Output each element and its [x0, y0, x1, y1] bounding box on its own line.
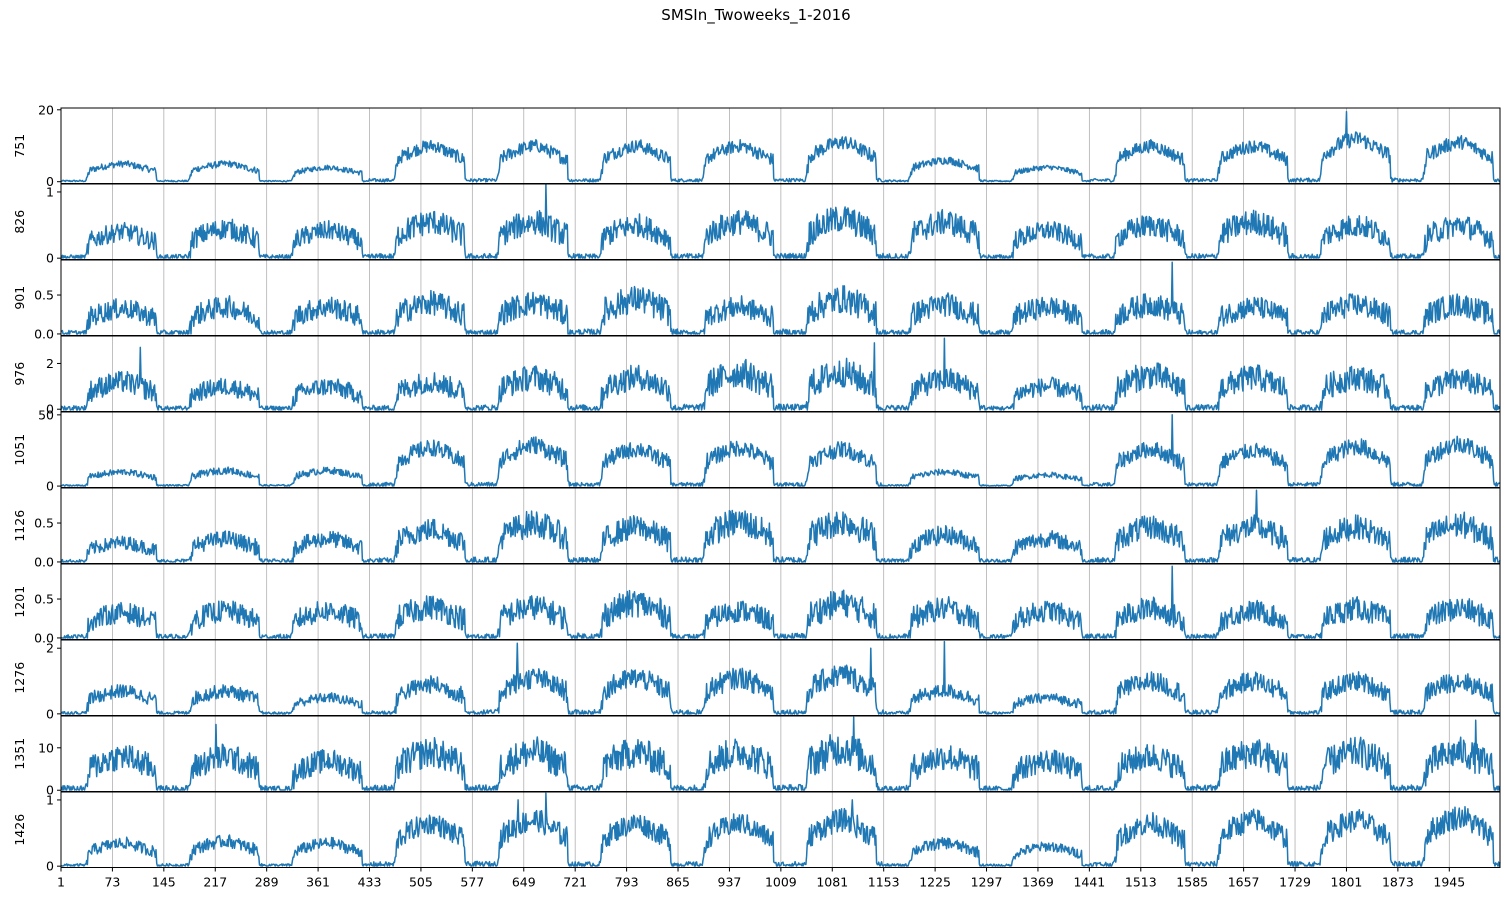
y-tick-label: 2	[46, 356, 54, 371]
series-line-1351	[60, 716, 1501, 791]
panel-1276: 0 2 1276	[12, 639, 1501, 721]
panel-ylabel: 1201	[12, 586, 27, 618]
series-line-1426	[60, 792, 1501, 867]
x-tick-label: 1	[57, 875, 65, 890]
x-tick-label: 1153	[868, 875, 900, 890]
series-line-826	[60, 183, 1501, 259]
y-tick-label: 10	[38, 740, 54, 755]
x-tick-label: 1585	[1176, 875, 1208, 890]
y-tick-label: 0.0	[34, 630, 54, 645]
y-tick-label: 0	[46, 174, 54, 189]
panel-1426: 0 1 1426	[12, 791, 1501, 874]
y-tick-label: 0	[46, 479, 54, 494]
panel-1126: 0.0 0.5 1126	[12, 487, 1501, 569]
x-tick-label: 865	[666, 875, 690, 890]
y-tick-label: 1	[46, 184, 54, 199]
panel-1201: 0.0 0.5 1201	[12, 563, 1501, 645]
x-tick-label: 1873	[1382, 875, 1414, 890]
y-tick-label: 0	[46, 783, 54, 798]
y-tick-label: 0.5	[34, 288, 54, 303]
y-tick-label: 0.5	[34, 592, 54, 607]
panel-976: 0 2 976	[12, 335, 1501, 417]
series-line-1276	[60, 640, 1501, 715]
panel-1351: 0 10 1351	[12, 715, 1501, 798]
x-tick-label: 649	[512, 875, 536, 890]
panel-826: 0 1 826	[12, 183, 1501, 266]
panel-ylabel: 1426	[12, 814, 27, 846]
x-tick-label: 289	[255, 875, 279, 890]
y-tick-label: 1	[46, 792, 54, 807]
x-tick-label: 1081	[816, 875, 848, 890]
panel-ylabel: 751	[12, 134, 27, 158]
x-tick-label: 1297	[971, 875, 1003, 890]
x-tick-label: 217	[203, 875, 227, 890]
x-tick-label: 73	[104, 875, 120, 890]
y-tick-label: 0	[46, 706, 54, 721]
y-tick-label: 20	[38, 102, 54, 117]
y-tick-label: 0	[46, 251, 54, 266]
panel-ylabel: 826	[12, 210, 27, 234]
y-tick-label: 50	[38, 407, 54, 422]
series-line-976	[60, 337, 1501, 411]
chart-title: SMSIn_Twoweeks_1-2016	[661, 6, 851, 24]
y-tick-label: 0	[46, 859, 54, 874]
panel-ylabel: 1126	[12, 510, 27, 542]
x-tick-label: 433	[358, 875, 382, 890]
x-tick-label: 1441	[1073, 875, 1105, 890]
x-tick-label: 1369	[1022, 875, 1054, 890]
x-tick-label: 361	[306, 875, 330, 890]
panel-ylabel: 1276	[12, 662, 27, 694]
x-tick-label: 793	[615, 875, 639, 890]
panel-901: 0.0 0.5 901	[12, 259, 1501, 341]
x-tick-label: 1657	[1228, 875, 1260, 890]
x-tick-label: 1513	[1125, 875, 1157, 890]
panel-ylabel: 1051	[12, 434, 27, 466]
panel-751: 0 20 751	[12, 102, 1501, 189]
x-axis: 1 73 145 217 289 361 433 505 577 649 721 793 865 937 1…	[57, 867, 1465, 890]
x-tick-label: 721	[563, 875, 587, 890]
x-tick-label: 505	[409, 875, 433, 890]
y-tick-label: 2	[46, 641, 54, 656]
x-tick-label: 145	[152, 875, 176, 890]
y-tick-label: 0	[46, 402, 54, 417]
series-line-1201	[60, 565, 1501, 639]
series-line-751	[60, 110, 1501, 183]
x-tick-label: 1801	[1331, 875, 1363, 890]
series-line-901	[60, 261, 1501, 335]
panel-ylabel: 976	[12, 362, 27, 386]
y-tick-label: 0.5	[34, 516, 54, 531]
x-tick-label: 1945	[1433, 875, 1465, 890]
series-line-1051	[60, 414, 1501, 487]
x-tick-label: 577	[460, 875, 484, 890]
y-tick-label: 0.0	[34, 326, 54, 341]
panel-ylabel: 901	[12, 286, 27, 310]
panel-ylabel: 1351	[12, 738, 27, 770]
y-tick-label: 0.0	[34, 554, 54, 569]
x-tick-label: 1009	[765, 875, 797, 890]
x-tick-label: 1225	[919, 875, 951, 890]
panel-1051: 0 50 1051	[12, 407, 1501, 494]
series-line-1126	[60, 489, 1501, 563]
x-tick-label: 1729	[1279, 875, 1311, 890]
x-tick-label: 937	[718, 875, 742, 890]
